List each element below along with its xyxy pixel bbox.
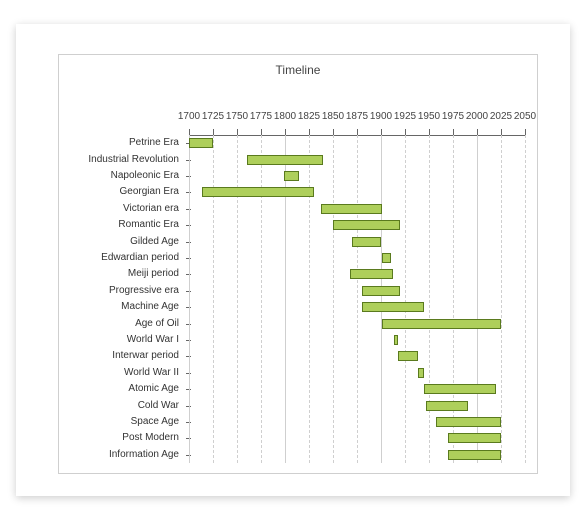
y-axis-labels: Petrine Era Industrial Revolution Napoleon… xyxy=(59,135,185,463)
gridline xyxy=(189,135,190,463)
row-label: Petrine Era xyxy=(59,138,185,148)
timeline-bar xyxy=(333,220,400,230)
gridline xyxy=(213,135,214,463)
row-label: World War II xyxy=(59,368,185,378)
row-label: Napoleonic Era xyxy=(59,171,185,181)
timeline-bar xyxy=(436,417,501,427)
chart-frame: Timeline 1700172517501775180018251850187… xyxy=(58,54,538,474)
x-tick-label: 1800 xyxy=(274,111,296,122)
timeline-bar xyxy=(426,401,468,411)
timeline-bar xyxy=(362,286,400,296)
timeline-bar xyxy=(350,269,392,279)
x-tick-label: 1750 xyxy=(226,111,248,122)
timeline-bar xyxy=(352,237,381,247)
chart-card: Timeline 1700172517501775180018251850187… xyxy=(16,24,570,496)
timeline-bar xyxy=(382,319,501,329)
row-label: Space Age xyxy=(59,417,185,427)
gridline xyxy=(285,135,286,463)
x-tick-label: 1875 xyxy=(346,111,368,122)
gridline xyxy=(381,135,382,463)
gridline xyxy=(501,135,502,463)
row-label: World War I xyxy=(59,335,185,345)
gridline xyxy=(357,135,358,463)
timeline-bar xyxy=(394,335,398,345)
row-label: Meiji period xyxy=(59,269,185,279)
x-tick-label: 1900 xyxy=(370,111,392,122)
row-label: Progressive era xyxy=(59,286,185,296)
row-label: Atomic Age xyxy=(59,384,185,394)
x-tick-label: 2025 xyxy=(490,111,512,122)
timeline-bar xyxy=(382,253,391,263)
timeline-bar xyxy=(398,351,418,361)
timeline-bar xyxy=(418,368,424,378)
row-label: Georgian Era xyxy=(59,187,185,197)
gridline xyxy=(261,135,262,463)
chart-title: Timeline xyxy=(59,63,537,77)
gridline xyxy=(237,135,238,463)
timeline-bar xyxy=(448,450,501,460)
row-label: Edwardian period xyxy=(59,253,185,263)
x-tick-label: 1825 xyxy=(298,111,320,122)
row-label: Victorian era xyxy=(59,204,185,214)
timeline-bar xyxy=(448,433,501,443)
row-label: Interwar period xyxy=(59,351,185,361)
row-label: Machine Age xyxy=(59,302,185,312)
gridline xyxy=(309,135,310,463)
x-tick-label: 1925 xyxy=(394,111,416,122)
gridline xyxy=(453,135,454,463)
plot-area xyxy=(189,135,525,463)
x-tick-label: 1850 xyxy=(322,111,344,122)
x-tick-label: 1700 xyxy=(178,111,200,122)
timeline-bar xyxy=(202,187,313,197)
row-label: Information Age xyxy=(59,450,185,460)
x-tick-label: 1950 xyxy=(418,111,440,122)
x-tick-label: 1725 xyxy=(202,111,224,122)
row-label: Gilded Age xyxy=(59,237,185,247)
gridline xyxy=(525,135,526,463)
row-label: Cold War xyxy=(59,401,185,411)
x-tick-label: 1775 xyxy=(250,111,272,122)
gridline xyxy=(429,135,430,463)
row-label: Industrial Revolution xyxy=(59,155,185,165)
gridline xyxy=(477,135,478,463)
x-tick-label: 1975 xyxy=(442,111,464,122)
gridline xyxy=(333,135,334,463)
row-label: Romantic Era xyxy=(59,220,185,230)
chart-area: 1700172517501775180018251850187519001925… xyxy=(59,101,537,473)
timeline-bar xyxy=(321,204,382,214)
timeline-bar xyxy=(284,171,299,181)
row-label: Post Modern xyxy=(59,433,185,443)
timeline-bar xyxy=(189,138,213,148)
gridline xyxy=(405,135,406,463)
timeline-bar xyxy=(362,302,424,312)
x-tick-label: 2050 xyxy=(514,111,536,122)
x-axis-ticks: 1700172517501775180018251850187519001925… xyxy=(189,111,525,135)
row-label: Age of Oil xyxy=(59,319,185,329)
timeline-bar xyxy=(247,155,324,165)
x-tick-label: 2000 xyxy=(466,111,488,122)
timeline-bar xyxy=(424,384,496,394)
